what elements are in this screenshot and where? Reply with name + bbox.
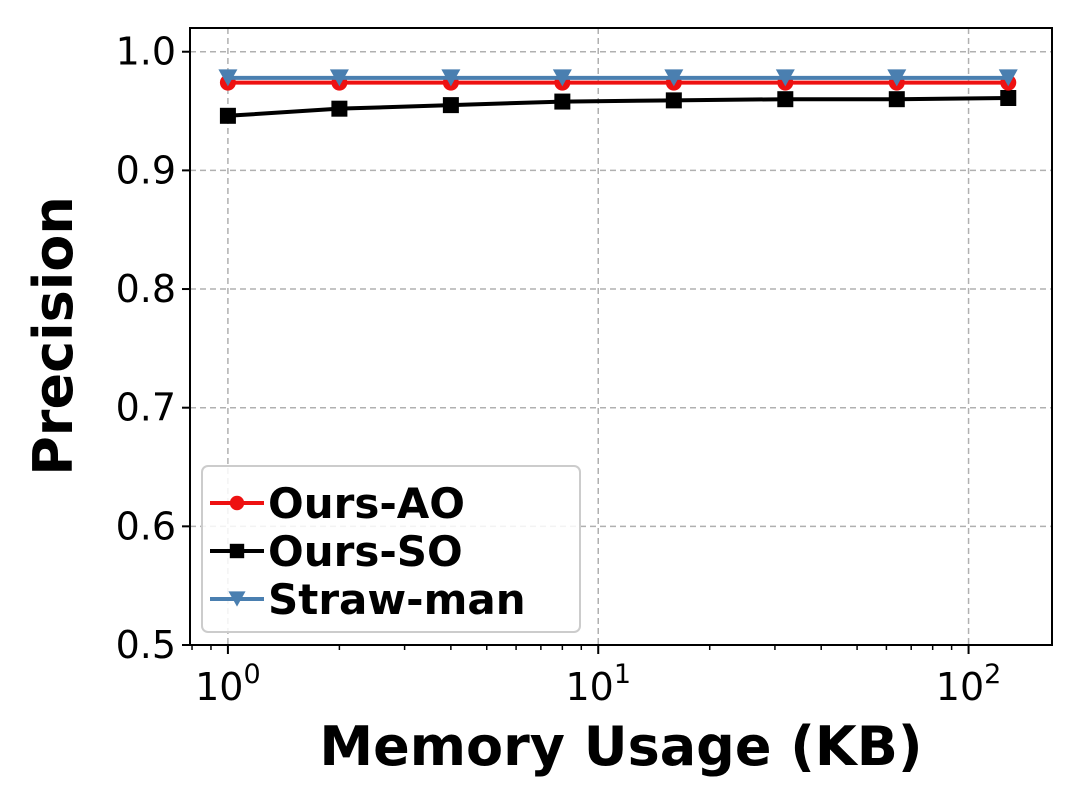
data-point	[775, 69, 795, 87]
data-point	[219, 107, 236, 124]
data-point	[331, 100, 348, 117]
x-tick-label: 102	[936, 659, 1002, 709]
x-tick-label: 100	[195, 659, 261, 709]
legend-label: Ours-AO	[268, 479, 465, 528]
plot-frame	[189, 27, 1053, 646]
data-point	[887, 69, 907, 87]
data-point	[552, 69, 572, 87]
legend-box	[201, 465, 581, 633]
data-point	[664, 69, 684, 87]
x-tick-base: 10	[936, 665, 984, 709]
data-point	[329, 69, 349, 87]
y-tick-label: 0.5	[116, 623, 176, 667]
legend-swatch-marker	[229, 495, 245, 511]
data-point	[888, 91, 905, 108]
data-point	[1000, 90, 1017, 107]
data-point	[218, 69, 238, 87]
y-tick-label: 0.7	[116, 386, 176, 430]
y-axis-title: Precision	[22, 196, 85, 476]
y-tick-label: 0.6	[116, 504, 176, 548]
series-ours-so	[219, 90, 1017, 124]
x-tick-exponent: 1	[614, 659, 631, 690]
legend-label: Ours-SO	[268, 527, 463, 576]
y-tick-label: 0.8	[116, 267, 176, 311]
data-point	[442, 97, 459, 114]
x-tick-base: 10	[195, 665, 243, 709]
legend-label: Straw-man	[268, 575, 526, 624]
x-tick-label: 101	[565, 659, 631, 709]
data-point	[665, 92, 682, 109]
series-straw-man	[218, 69, 1018, 87]
legend-swatch-marker	[228, 591, 246, 607]
x-tick-exponent: 0	[243, 659, 260, 690]
legend-swatch-marker	[229, 543, 245, 559]
y-tick-label: 0.9	[116, 148, 176, 192]
x-tick-base: 10	[565, 665, 613, 709]
y-tick-label: 1.0	[116, 30, 176, 74]
data-point	[554, 93, 571, 110]
series-line	[227, 96, 1009, 118]
data-point	[777, 91, 794, 108]
data-point	[441, 69, 461, 87]
series-layer	[218, 69, 1018, 124]
x-axis-title: Memory Usage (KB)	[319, 715, 922, 778]
data-point	[998, 69, 1018, 87]
x-tick-exponent: 2	[984, 659, 1001, 690]
